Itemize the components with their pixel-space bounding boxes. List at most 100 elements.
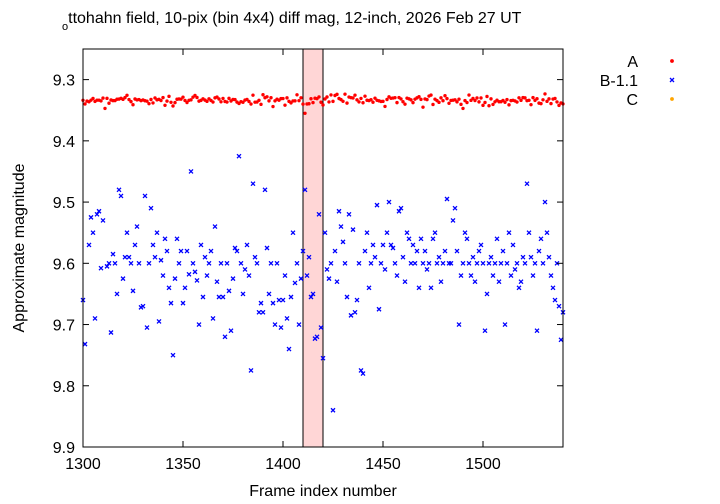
data-point <box>108 330 114 335</box>
data-point <box>196 322 202 327</box>
data-point <box>476 248 482 254</box>
data-point <box>246 273 252 279</box>
data-point <box>286 346 292 352</box>
data-point <box>402 279 408 285</box>
data-point <box>417 95 421 99</box>
data-point <box>278 325 284 331</box>
data-point <box>328 260 334 266</box>
data-point <box>485 94 489 99</box>
data-point <box>188 169 194 174</box>
data-point <box>331 99 335 104</box>
y-tick-label: 9.9 <box>53 440 75 457</box>
data-point <box>448 260 454 266</box>
chart-title-text: ttohahn field, 10-pix (bin 4x4) diff mag… <box>68 10 522 27</box>
data-point <box>151 101 155 105</box>
data-point <box>527 98 531 102</box>
data-point <box>429 93 433 97</box>
data-point <box>342 260 348 266</box>
data-point <box>541 98 545 102</box>
data-point <box>536 248 542 254</box>
data-point <box>174 236 180 242</box>
data-point <box>491 102 495 107</box>
data-point <box>146 260 152 266</box>
data-point <box>219 100 223 104</box>
data-point <box>357 100 361 104</box>
data-point <box>220 294 226 300</box>
data-point <box>98 265 104 271</box>
data-point <box>159 98 163 103</box>
data-point <box>280 297 286 303</box>
data-point <box>295 93 299 97</box>
data-point <box>454 248 460 254</box>
data-point <box>366 285 372 291</box>
data-point <box>234 248 240 254</box>
data-point <box>110 251 116 257</box>
data-point <box>394 273 400 279</box>
data-point <box>107 101 111 105</box>
data-point <box>124 230 130 236</box>
data-point <box>431 102 435 107</box>
data-point <box>269 96 273 100</box>
data-point <box>186 271 192 277</box>
data-point <box>248 368 254 373</box>
data-point <box>477 100 481 104</box>
y-tick-label: 9.8 <box>53 379 75 396</box>
data-point <box>167 94 171 99</box>
data-point <box>408 260 414 266</box>
data-point <box>88 214 94 220</box>
data-point <box>475 96 479 100</box>
data-point <box>392 260 398 266</box>
data-point <box>384 230 390 236</box>
data-point <box>434 260 440 266</box>
data-point <box>350 227 356 233</box>
data-point <box>303 111 307 115</box>
data-point <box>506 230 512 236</box>
data-point <box>538 236 544 242</box>
data-point <box>99 99 103 103</box>
data-point <box>470 254 476 260</box>
data-point <box>474 260 480 266</box>
data-point <box>348 312 354 318</box>
data-point <box>336 208 342 214</box>
chart-title: ottohahn field, 10-pix (bin 4x4) diff ma… <box>62 10 522 33</box>
data-point <box>82 341 88 347</box>
data-point <box>307 102 311 106</box>
data-point <box>112 260 118 266</box>
data-point <box>96 208 102 214</box>
data-point <box>103 106 107 111</box>
data-point <box>438 279 444 285</box>
data-point <box>311 100 315 105</box>
data-point <box>182 285 188 291</box>
data-point <box>346 211 352 217</box>
data-point <box>154 230 160 236</box>
data-point <box>406 236 412 242</box>
data-point <box>498 260 504 266</box>
data-point <box>321 103 325 107</box>
data-point <box>260 309 266 315</box>
data-point <box>302 187 308 193</box>
data-point <box>481 103 485 108</box>
data-point <box>494 236 500 242</box>
data-point <box>544 230 550 236</box>
data-point <box>271 104 275 109</box>
data-point <box>265 95 269 99</box>
data-point <box>202 254 208 260</box>
data-point <box>552 297 558 303</box>
data-point <box>270 300 276 306</box>
data-point <box>131 103 135 107</box>
data-points <box>80 92 566 413</box>
data-point <box>104 263 110 269</box>
legend-marker <box>669 77 675 83</box>
data-point <box>200 294 206 300</box>
data-point <box>436 254 442 260</box>
data-point <box>128 260 134 266</box>
data-point <box>224 260 230 266</box>
y-tick-label: 9.4 <box>53 134 75 151</box>
data-point <box>290 230 296 236</box>
data-point <box>441 98 445 103</box>
data-point <box>148 205 154 211</box>
data-point <box>488 254 494 260</box>
data-point <box>421 105 425 109</box>
data-point <box>380 242 386 248</box>
data-point <box>83 102 87 106</box>
